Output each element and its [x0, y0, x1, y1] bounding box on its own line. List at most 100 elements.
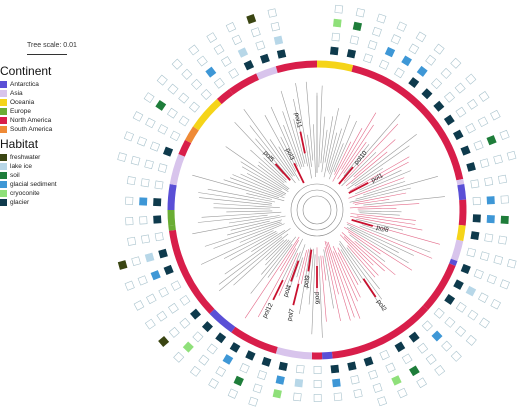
tree-branch	[228, 215, 280, 224]
habitat-marker	[188, 44, 200, 56]
habitat-marker	[131, 256, 141, 267]
tree-branch	[213, 207, 271, 210]
continent-segment	[216, 89, 234, 105]
legend-item-freshwater: freshwater	[0, 153, 40, 161]
tree-branch	[218, 236, 283, 285]
tree-branch	[332, 128, 363, 182]
tree-branch	[265, 239, 290, 266]
pol-branch	[338, 166, 354, 185]
tree-branch	[324, 240, 339, 295]
habitat-marker	[452, 129, 464, 141]
habitat-marker	[153, 215, 162, 224]
legend-item-antarctica: Antarctica	[0, 80, 39, 88]
habitat-marker	[401, 55, 412, 67]
habitat-marker	[167, 83, 179, 95]
habitat-marker	[397, 387, 408, 399]
tree-branch	[223, 179, 280, 198]
tree-branch	[249, 125, 296, 184]
habitat-marker	[486, 135, 497, 146]
habitat-marker	[391, 375, 402, 386]
pol-branch	[351, 219, 374, 227]
habitat-marker	[191, 78, 203, 90]
tree-branch	[201, 211, 282, 218]
tree-branch	[200, 230, 274, 265]
pol-branch	[293, 162, 305, 184]
tree-branch	[279, 240, 299, 271]
habitat-marker	[222, 354, 234, 365]
tree-branch	[250, 149, 287, 183]
habitat-marker	[220, 56, 232, 67]
habitat-marker	[434, 365, 446, 376]
habitat-marker	[153, 198, 162, 207]
swatch-europe	[0, 107, 7, 115]
tree-branch	[346, 222, 433, 259]
habitat-marker	[171, 58, 183, 70]
tree-branch	[344, 227, 413, 271]
habitat-marker	[425, 353, 437, 365]
habitat-marker	[472, 196, 481, 206]
tree-branch	[261, 240, 291, 275]
habitat-marker	[144, 318, 156, 330]
tree-branch	[327, 241, 355, 318]
habitat-marker	[455, 301, 467, 313]
tree-branch	[343, 236, 374, 266]
habitat-marker	[117, 260, 128, 270]
pol-label: pol12	[261, 302, 274, 320]
swatch-cryoconite	[0, 189, 7, 197]
habitat-marker	[139, 216, 148, 225]
habitat-marker	[376, 13, 387, 24]
habitat-marker	[144, 159, 154, 170]
habitat-marker	[237, 47, 249, 58]
habitat-marker	[377, 396, 388, 407]
habitat-marker	[379, 349, 390, 361]
tree-branch	[239, 223, 285, 243]
habitat-marker	[466, 162, 476, 172]
tree-branch	[346, 227, 409, 264]
habitat-marker	[270, 22, 281, 32]
habitat-marker	[416, 65, 428, 77]
habitat-marker	[493, 154, 503, 165]
tree-branch	[280, 90, 305, 167]
continent-segment	[449, 258, 458, 267]
habitat-marker	[272, 389, 282, 399]
continent-segment	[316, 60, 354, 72]
continent-segment	[209, 308, 236, 333]
tree-branch	[307, 134, 312, 167]
tree-branch	[326, 132, 338, 171]
habitat-marker	[334, 4, 344, 14]
tree-branch	[295, 83, 312, 179]
habitat-marker	[490, 298, 501, 310]
habitat-marker	[156, 310, 168, 322]
tree-branch	[318, 256, 323, 338]
tree-branches	[192, 81, 445, 338]
pol-branch	[348, 182, 369, 194]
habitat-marker	[484, 177, 494, 187]
tree-scale-label: Tree scale: 0.01	[27, 42, 77, 49]
habitat-marker	[163, 264, 174, 276]
swatch-north-america	[0, 116, 7, 124]
habitat-marker	[444, 91, 456, 103]
habitat-marker	[460, 263, 471, 274]
habitat-marker	[444, 294, 456, 305]
tree-branch	[323, 249, 334, 309]
habitat-marker	[353, 388, 363, 399]
habitat-marker	[124, 280, 135, 291]
habitat-marker	[229, 342, 241, 353]
habitat-marker	[169, 130, 181, 142]
habitat-marker	[408, 43, 420, 55]
habitat-marker	[198, 354, 210, 366]
tree-branch	[350, 216, 423, 231]
swatch-south-america	[0, 125, 7, 133]
habitat-marker	[486, 215, 495, 224]
tree-branch	[234, 121, 284, 175]
habitat-marker	[255, 40, 266, 51]
tree-branch	[313, 124, 316, 178]
swatch-glacier	[0, 198, 7, 206]
habitat-marker	[245, 350, 256, 361]
continent-segment	[351, 64, 464, 181]
tree-branch	[351, 134, 417, 185]
legend-item-south-america: South America	[0, 125, 52, 133]
habitat-marker	[333, 18, 342, 28]
habitat-marker	[433, 100, 445, 112]
